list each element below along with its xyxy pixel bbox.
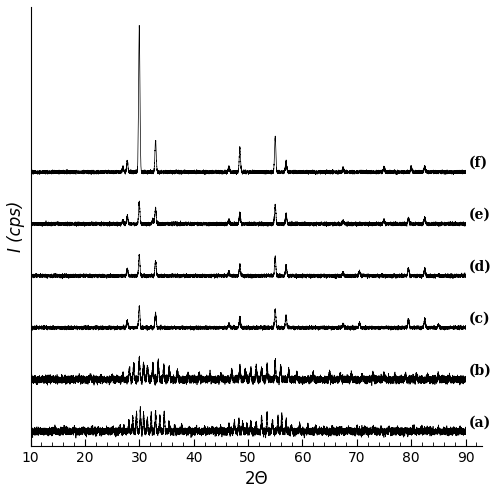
Text: (b): (b): [468, 364, 491, 378]
Text: (c): (c): [468, 312, 490, 326]
Text: (e): (e): [468, 208, 490, 222]
Text: (d): (d): [468, 260, 491, 274]
X-axis label: 2Θ: 2Θ: [244, 470, 268, 488]
Text: (a): (a): [468, 416, 490, 430]
Text: (f): (f): [468, 156, 487, 170]
Y-axis label: I (cps): I (cps): [7, 200, 25, 252]
